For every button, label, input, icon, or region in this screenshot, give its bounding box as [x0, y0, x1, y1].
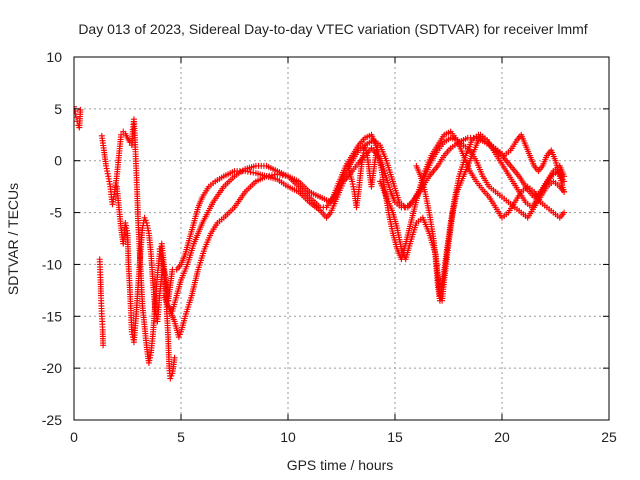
y-tick-label: -15 [42, 308, 62, 324]
y-axis-title: SDTVAR / TECUs [5, 183, 21, 295]
plot-frame [73, 56, 610, 421]
x-tick-label: 10 [280, 429, 296, 445]
data-point [168, 372, 175, 379]
data-layer [74, 103, 568, 382]
chart-title: Day 013 of 2023, Sidereal Day-to-day VTE… [78, 21, 587, 37]
data-point [77, 106, 84, 113]
x-tick-label: 5 [177, 429, 185, 445]
data-point [142, 217, 149, 224]
x-tick-label: 15 [387, 429, 403, 445]
data-point [171, 354, 178, 361]
y-tick-label: 0 [54, 153, 62, 169]
series-arc-1h-2h [98, 116, 178, 382]
data-point [100, 342, 107, 349]
data-point [561, 188, 568, 195]
axis-ticks: 0 5 10 15 20 25 -25 -20 -15 -10 -5 0 5 10 [42, 49, 617, 445]
series-early-start [74, 103, 84, 131]
data-point [374, 142, 381, 149]
series-arc-15h-17h [377, 131, 568, 304]
y-tick-label: -20 [42, 360, 62, 376]
data-point [167, 375, 174, 382]
x-tick-label: 20 [494, 429, 510, 445]
x-tick-label: 0 [70, 429, 78, 445]
y-tick-label: -25 [42, 412, 62, 428]
series-arc-13h-14h [344, 142, 381, 211]
data-point [118, 131, 125, 138]
x-axis-title: GPS time / hours [287, 457, 394, 473]
data-point [141, 214, 148, 221]
series-arc-16h-18h [413, 131, 568, 304]
data-point [74, 103, 77, 110]
series-scatter-1h [96, 256, 107, 349]
grid [74, 57, 609, 420]
data-point [176, 331, 183, 338]
y-tick-label: -5 [50, 205, 63, 221]
data-point [561, 209, 568, 216]
y-tick-label: -10 [42, 256, 62, 272]
x-tick-label: 25 [601, 429, 617, 445]
y-tick-label: 10 [46, 49, 62, 65]
y-tick-label: 5 [54, 101, 62, 117]
data-point [175, 334, 182, 341]
